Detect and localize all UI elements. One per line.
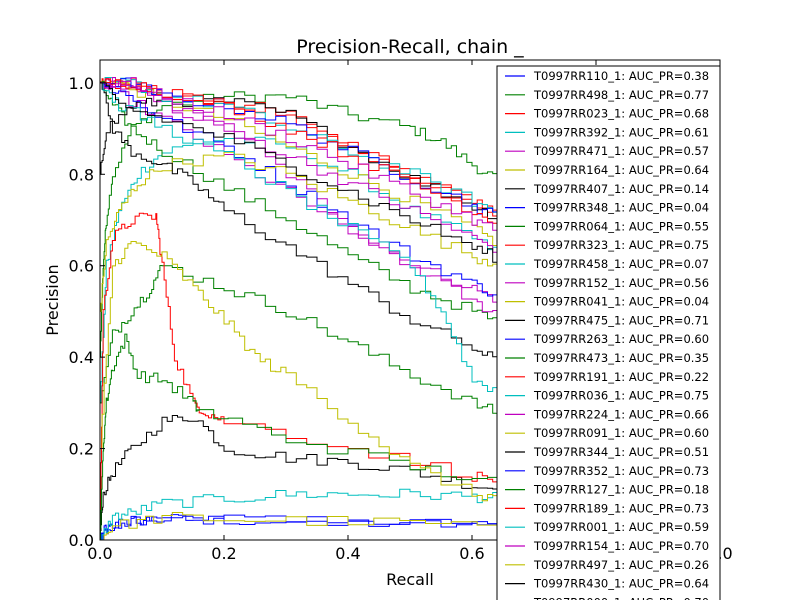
legend-entry: T0997RR497_1: AUC_PR=0.26 (533, 558, 709, 572)
legend-entry: T0997RR392_1: AUC_PR=0.61 (533, 125, 709, 139)
legend-entry: T0997RR064_1: AUC_PR=0.55 (533, 219, 709, 233)
series-lines (100, 77, 504, 540)
legend-entry: T0997RR036_1: AUC_PR=0.75 (533, 389, 709, 403)
y-tick-label: 0.2 (69, 440, 94, 459)
x-axis-label: Recall (386, 570, 434, 589)
legend-entry: T0997RR154_1: AUC_PR=0.70 (533, 539, 709, 553)
series-line (100, 488, 504, 540)
series-line (100, 77, 504, 233)
y-tick-label: 0.6 (69, 257, 94, 276)
legend-entry: T0997RR323_1: AUC_PR=0.75 (533, 238, 709, 252)
legend-entry: T0997RR348_1: AUC_PR=0.04 (533, 201, 709, 215)
legend-entry: T0997RR344_1: AUC_PR=0.51 (533, 445, 709, 459)
chart-title: Precision-Recall, chain _ (296, 36, 524, 58)
legend-entry-partial: T0997RR000_1: AUC_PR=0.70 (533, 595, 709, 600)
legend-box (496, 65, 721, 600)
legend-entry: T0997RR152_1: AUC_PR=0.56 (533, 276, 709, 290)
legend-entry: T0997RR191_1: AUC_PR=0.22 (533, 370, 709, 384)
legend-entry: T0997RR407_1: AUC_PR=0.14 (533, 182, 709, 196)
legend-entry: T0997RR471_1: AUC_PR=0.57 (533, 144, 709, 158)
x-tick-label: 0.2 (211, 544, 236, 563)
legend-entry: T0997RR164_1: AUC_PR=0.64 (533, 163, 709, 177)
legend-entry: T0997RR498_1: AUC_PR=0.77 (533, 88, 709, 102)
legend-entry: T0997RR473_1: AUC_PR=0.35 (533, 351, 709, 365)
x-tick-label: 0.0 (87, 544, 112, 563)
legend-entry: T0997RR127_1: AUC_PR=0.18 (533, 483, 709, 497)
legend-entry: T0997RR224_1: AUC_PR=0.66 (533, 407, 709, 421)
legend: T0997RR110_1: AUC_PR=0.38 T0997RR498_1: A… (496, 65, 721, 600)
legend-entry: T0997RR189_1: AUC_PR=0.73 (533, 501, 709, 515)
series-line (100, 151, 504, 312)
legend-entry: T0997RR475_1: AUC_PR=0.71 (533, 313, 709, 327)
series-line (100, 82, 504, 367)
y-tick-label: 0.0 (69, 531, 94, 550)
series-line (100, 82, 504, 393)
legend-entry: T0997RR352_1: AUC_PR=0.73 (533, 464, 709, 478)
legend-entry: T0997RR023_1: AUC_PR=0.68 (533, 107, 709, 121)
legend-entry: T0997RR458_1: AUC_PR=0.07 (533, 257, 709, 271)
y-tick-label: 1.0 (69, 74, 94, 93)
series-line (100, 265, 504, 418)
legend-entry: T0997RR041_1: AUC_PR=0.04 (533, 295, 709, 309)
legend-entry: T0997RR263_1: AUC_PR=0.60 (533, 332, 709, 346)
series-line (100, 415, 504, 540)
legend-entry: T0997RR110_1: AUC_PR=0.38 (533, 69, 709, 83)
series-line (100, 80, 504, 331)
series-line (100, 77, 504, 254)
y-axis-label: Precision (43, 264, 62, 335)
series-line (100, 241, 504, 502)
x-tick-label: 0.6 (459, 544, 484, 563)
legend-entry: T0997RR430_1: AUC_PR=0.64 (533, 577, 709, 591)
y-tick-label: 0.4 (69, 348, 94, 367)
y-tick-label: 0.8 (69, 165, 94, 184)
x-tick-label: 0.4 (335, 544, 360, 563)
legend-entry: T0997RR001_1: AUC_PR=0.59 (533, 520, 709, 534)
series-line (100, 80, 504, 250)
series-line (100, 91, 504, 358)
series-line (100, 82, 504, 263)
legend-entry: T0997RR091_1: AUC_PR=0.60 (533, 426, 709, 440)
series-line (100, 333, 504, 540)
series-line (100, 512, 504, 540)
